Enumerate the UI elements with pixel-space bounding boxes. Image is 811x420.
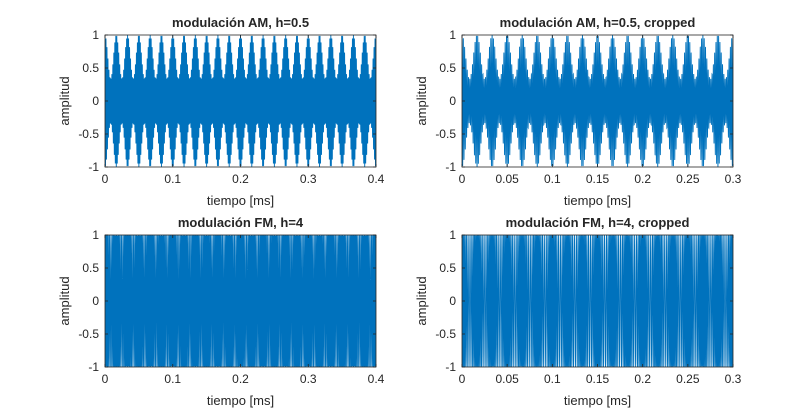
x-tick-label: 0.3 [300,172,317,186]
y-tick-label: -0.5 [435,327,456,341]
y-tick-label: 0 [92,94,99,108]
x-tick-label: 0.05 [495,172,519,186]
y-axis-label: amplitud [57,276,72,325]
x-tick-label: 0 [459,172,466,186]
chart-title: modulación FM, h=4 [178,215,304,230]
y-tick-label: -1 [445,360,456,374]
y-tick-label: -1 [445,160,456,174]
y-tick-label: 1 [449,28,456,42]
y-tick-label: 0.5 [82,61,99,75]
x-axis-label: tiempo [ms] [207,193,274,208]
y-tick-label: -0.5 [78,327,99,341]
x-tick-label: 0.25 [676,372,700,386]
x-tick-label: 0.1 [164,172,181,186]
subplot-1: 0 0.1 0.2 0.3 0.4 -1 -0.5 0 0.5 1 modulación AM, h… [57,15,385,208]
x-axis-label: tiempo [ms] [564,393,631,408]
x-tick-label: 0 [102,172,109,186]
x-axis-label: tiempo [ms] [207,393,274,408]
y-tick-label: 0.5 [82,261,99,275]
y-tick-label: -0.5 [435,127,456,141]
x-tick-label: 0.15 [586,372,610,386]
y-tick-label: 0 [92,294,99,308]
x-tick-label: 0.2 [634,172,651,186]
x-tick-label: 0.1 [164,372,181,386]
chart-title: modulación AM, h=0.5 [172,15,309,30]
y-tick-label: 0.5 [439,61,456,75]
y-tick-label: -1 [88,360,99,374]
x-tick-label: 0.25 [676,172,700,186]
x-tick-label: 0.2 [232,372,249,386]
y-tick-label: -1 [88,160,99,174]
y-axis-label: amplitud [57,76,72,125]
chart-title: modulación AM, h=0.5, cropped [500,15,696,30]
y-tick-label: 0 [449,294,456,308]
y-tick-label: 1 [92,228,99,242]
x-tick-label: 0.3 [725,372,742,386]
y-tick-label: 1 [449,228,456,242]
x-tick-label: 0.3 [300,372,317,386]
x-tick-label: 0.2 [634,372,651,386]
y-axis-label: amplitud [414,276,429,325]
x-tick-label: 0.4 [368,372,385,386]
x-tick-label: 0.1 [544,172,561,186]
x-tick-label: 0 [459,372,466,386]
y-tick-label: 0.5 [439,261,456,275]
x-tick-label: 0.2 [232,172,249,186]
x-tick-label: 0.3 [725,172,742,186]
x-tick-label: 0.4 [368,172,385,186]
y-tick-label: -0.5 [78,127,99,141]
y-tick-label: 1 [92,28,99,42]
x-axis-label: tiempo [ms] [564,193,631,208]
y-tick-label: 0 [449,94,456,108]
subplot-2: 0 0.05 0.1 0.15 0.2 0.25 0.3 -1 -0.5 0 0.5 1 modulac… [414,15,742,208]
x-tick-label: 0 [102,372,109,386]
subplot-4: 0 0.05 0.1 0.15 0.2 0.25 0.3 -1 -0.5 0 0.5 1 modulac… [414,215,742,408]
subplot-3: 0 0.1 0.2 0.3 0.4 -1 -0.5 0 0.5 1 modulación FM, h… [57,215,385,408]
y-axis-label: amplitud [414,76,429,125]
x-tick-label: 0.15 [586,172,610,186]
x-tick-label: 0.1 [544,372,561,386]
chart-title: modulación FM, h=4, cropped [506,215,690,230]
x-tick-label: 0.05 [495,372,519,386]
